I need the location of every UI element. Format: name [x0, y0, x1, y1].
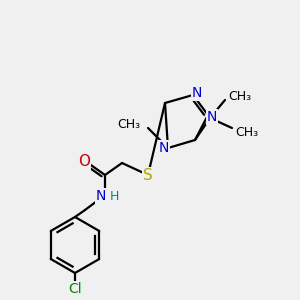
Text: S: S [143, 167, 153, 182]
Text: H: H [109, 190, 119, 202]
Text: N: N [96, 189, 106, 203]
Text: N: N [207, 110, 217, 124]
Text: O: O [78, 154, 90, 169]
Text: N: N [192, 86, 202, 100]
Text: Cl: Cl [68, 282, 82, 296]
Text: N: N [159, 141, 169, 155]
Text: CH₃: CH₃ [228, 89, 251, 103]
Text: CH₃: CH₃ [235, 125, 258, 139]
Text: CH₃: CH₃ [117, 118, 140, 131]
